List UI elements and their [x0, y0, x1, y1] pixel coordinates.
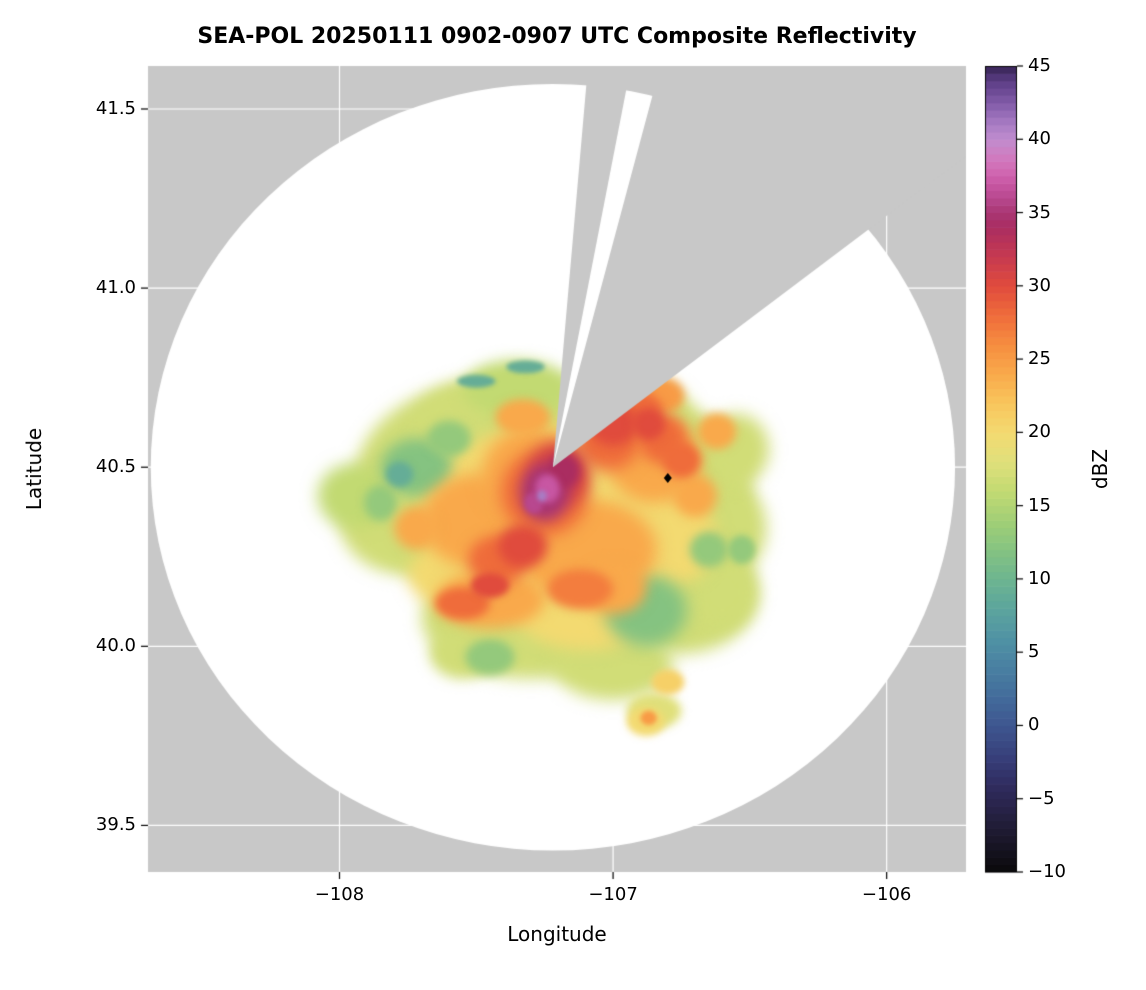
x-tick-label: −108 — [314, 884, 365, 905]
colorbar-tick-label: 20 — [1028, 421, 1051, 443]
colorbar-tick-label: 30 — [1028, 274, 1051, 296]
x-axis-label: Longitude — [507, 922, 607, 946]
colorbar-tick-label: 0 — [1028, 714, 1040, 736]
colorbar-tick-label: 40 — [1028, 128, 1051, 150]
y-tick-label: 41.0 — [95, 277, 136, 299]
colorbar-tick-label: 25 — [1028, 348, 1051, 370]
y-tick-label: 41.5 — [95, 97, 136, 119]
y-tick-label: 39.5 — [95, 814, 136, 836]
colorbar-tick-label: 5 — [1028, 641, 1040, 663]
colorbar-label: dBZ — [1088, 448, 1112, 490]
x-tick-label: −107 — [588, 884, 638, 905]
colorbar-tick-label: 35 — [1028, 201, 1051, 223]
colorbar-tick-label: 45 — [1028, 55, 1051, 76]
colorbar-tick-label: 10 — [1028, 567, 1051, 589]
chart-title: SEA-POL 20250111 0902-0907 UTC Composite… — [197, 24, 917, 49]
colorbar-tick-label: −10 — [1028, 861, 1066, 882]
x-tick-label: −106 — [861, 884, 912, 905]
y-tick-label: 40.0 — [95, 635, 136, 657]
colorbar-tick-label: −5 — [1028, 787, 1055, 809]
y-tick-label: 40.5 — [95, 456, 136, 478]
colorbar-tick-label: 15 — [1028, 494, 1051, 516]
